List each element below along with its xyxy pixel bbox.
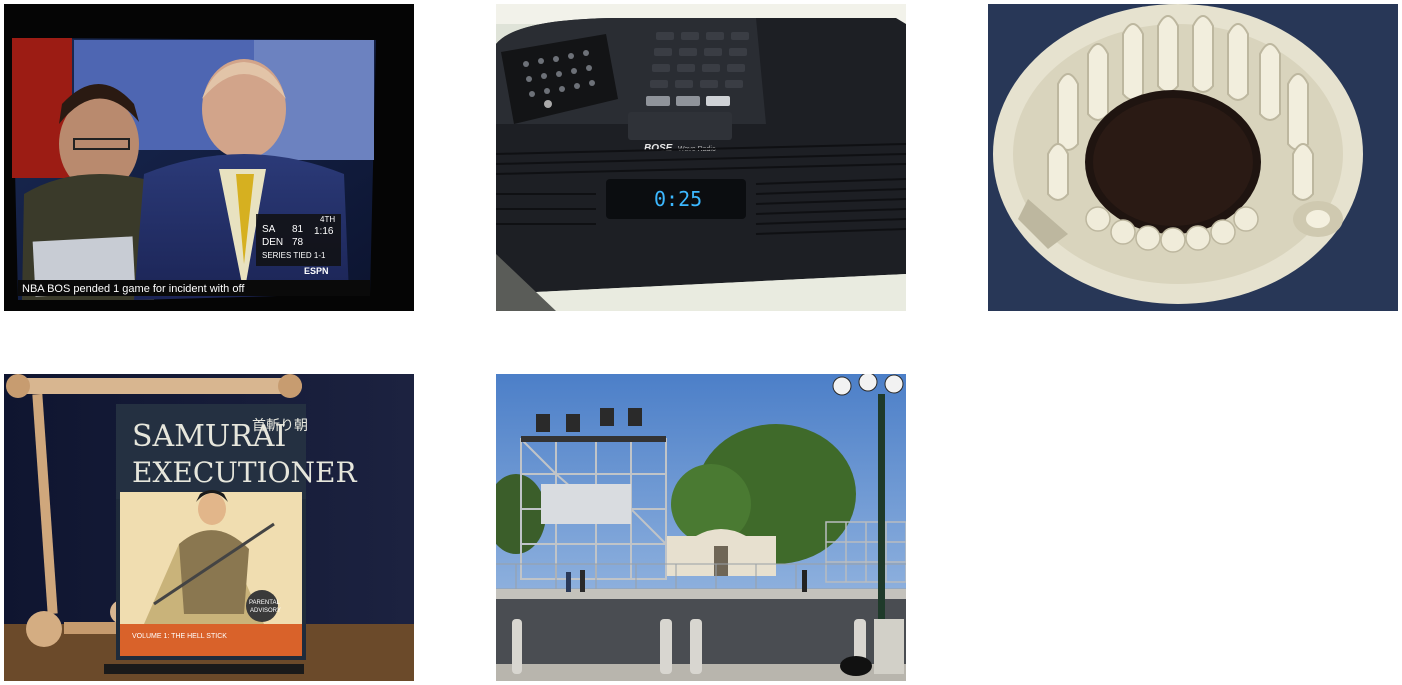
coffee-filter-photo	[988, 4, 1398, 311]
score-a-team: SA	[262, 224, 276, 235]
brand-logo: BOSE	[644, 143, 673, 154]
quarter: 4TH	[320, 215, 335, 224]
tv-broadcast-photo: SA DEN 81 78 4TH 1:16 SERIES TIED 1-1 ES…	[4, 4, 414, 311]
score-b: 78	[292, 237, 304, 248]
series-status: SERIES TIED 1-1	[262, 251, 326, 260]
network-logo: ESPN	[304, 266, 329, 276]
score-a: 81	[292, 224, 304, 235]
parental-advisory-line2: ADVISORY	[250, 608, 281, 614]
book-volume: VOLUME 1: THE HELL STICK	[132, 633, 227, 640]
radio-clock-display: 0:25	[654, 187, 702, 211]
radio-photo: BOSE Wave Radio 0:25	[496, 4, 906, 311]
game-clock: 1:16	[314, 226, 334, 237]
book-title-line2: EXECUTIONER	[132, 456, 357, 489]
parental-advisory-line1: PARENTAL	[249, 600, 280, 606]
score-b-team: DEN	[262, 237, 283, 248]
book-japanese-title: 首斬り朝	[252, 417, 308, 433]
news-ticker: NBA BOS pended 1 game for incident with …	[22, 283, 245, 295]
alamo-plaza-photo	[496, 374, 906, 681]
book-photo: SAMURAI EXECUTIONER 首斬り朝 PARENTAL ADVISO…	[4, 374, 414, 681]
